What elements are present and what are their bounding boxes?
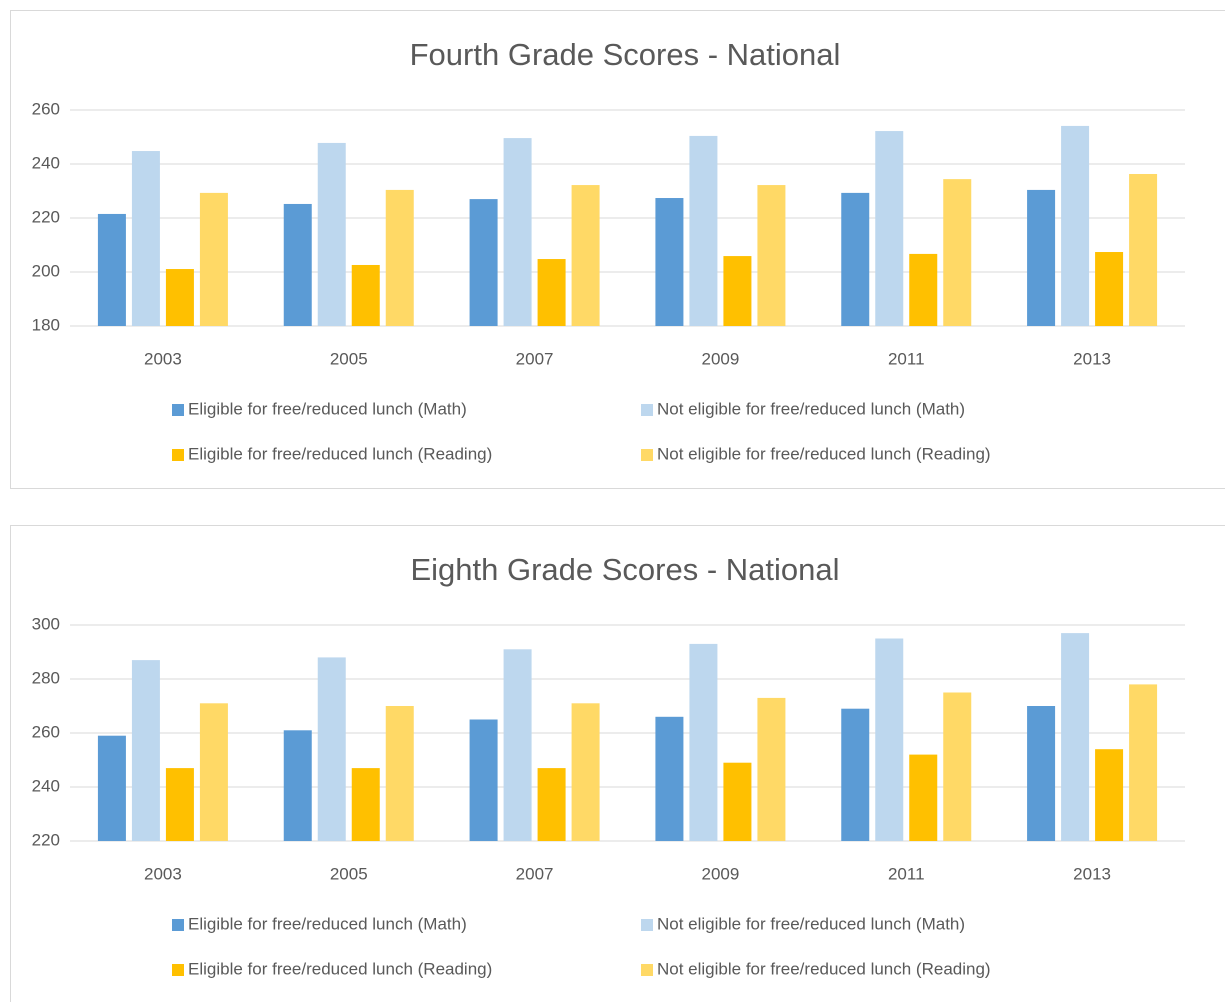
bar	[537, 768, 566, 841]
legend-swatch	[641, 919, 653, 931]
bar	[283, 730, 312, 841]
legend-label: Not eligible for free/reduced lunch (Mat…	[657, 914, 965, 933]
bar	[131, 151, 160, 326]
bar	[1095, 252, 1124, 326]
legend-label: Not eligible for free/reduced lunch (Rea…	[657, 444, 991, 463]
bar	[757, 185, 786, 326]
bar	[909, 253, 938, 326]
legend-swatch	[172, 404, 184, 416]
bar	[841, 708, 870, 841]
bar	[655, 716, 684, 841]
legend-label: Eligible for free/reduced lunch (Math)	[188, 914, 467, 933]
bar	[909, 754, 938, 841]
x-tick-label: 2003	[144, 864, 182, 883]
legend-label: Eligible for free/reduced lunch (Math)	[188, 399, 467, 418]
bar	[385, 706, 414, 841]
bar	[1061, 125, 1090, 327]
bar	[723, 256, 752, 326]
x-tick-label: 2005	[330, 864, 368, 883]
y-tick-label: 260	[32, 99, 60, 118]
bar	[1027, 706, 1056, 841]
bar	[469, 199, 498, 326]
bar	[165, 768, 194, 841]
bar	[689, 643, 718, 841]
y-tick-label: 200	[32, 261, 60, 280]
legend-swatch	[172, 964, 184, 976]
bar	[875, 131, 904, 326]
bar	[757, 697, 786, 841]
legend-swatch	[641, 964, 653, 976]
x-tick-label: 2007	[516, 349, 554, 368]
bar	[1061, 633, 1090, 841]
bar	[165, 269, 194, 326]
bar	[351, 768, 380, 841]
legend-swatch	[641, 449, 653, 461]
x-tick-label: 2013	[1073, 864, 1111, 883]
bar	[199, 192, 228, 326]
bar	[841, 192, 870, 326]
bar	[689, 135, 718, 326]
bar	[469, 719, 498, 841]
y-tick-label: 280	[32, 668, 60, 687]
y-tick-label: 260	[32, 722, 60, 741]
bar	[97, 735, 126, 841]
bar	[317, 657, 346, 841]
y-tick-label: 220	[32, 830, 60, 849]
legend-swatch	[172, 449, 184, 461]
x-tick-label: 2011	[888, 864, 925, 883]
chart-title: Eighth Grade Scores - National	[410, 552, 839, 587]
bar	[503, 138, 532, 326]
x-tick-label: 2009	[702, 864, 740, 883]
bar	[875, 638, 904, 841]
bar	[1095, 749, 1124, 841]
bar	[655, 198, 684, 326]
legend-label: Not eligible for free/reduced lunch (Mat…	[657, 399, 965, 418]
x-tick-label: 2009	[702, 349, 740, 368]
bar	[351, 264, 380, 326]
x-tick-label: 2011	[888, 349, 925, 368]
legend-label: Eligible for free/reduced lunch (Reading…	[188, 959, 492, 978]
bar	[943, 692, 972, 841]
legend-swatch	[641, 404, 653, 416]
bar	[317, 142, 346, 326]
x-tick-label: 2005	[330, 349, 368, 368]
legend-label: Not eligible for free/reduced lunch (Rea…	[657, 959, 991, 978]
y-tick-label: 220	[32, 207, 60, 226]
x-tick-label: 2013	[1073, 349, 1111, 368]
y-tick-label: 240	[32, 776, 60, 795]
bar	[943, 179, 972, 326]
bar	[97, 213, 126, 326]
x-tick-label: 2003	[144, 349, 182, 368]
chart: Fourth Grade Scores - National 180 200 220 2…	[10, 10, 1225, 489]
legend-swatch	[172, 919, 184, 931]
x-tick-label: 2007	[516, 864, 554, 883]
bar	[1129, 684, 1158, 841]
y-tick-label: 300	[32, 614, 60, 633]
bar	[283, 203, 312, 326]
bar	[571, 185, 600, 326]
bar	[571, 703, 600, 841]
bar	[1129, 173, 1158, 326]
bar	[537, 259, 566, 326]
legend-label: Eligible for free/reduced lunch (Reading…	[188, 444, 492, 463]
y-tick-label: 180	[32, 315, 60, 334]
chart-title: Fourth Grade Scores - National	[410, 37, 841, 72]
bar	[503, 649, 532, 841]
bar	[385, 189, 414, 326]
bar	[131, 660, 160, 841]
bar	[1027, 189, 1056, 326]
y-tick-label: 240	[32, 153, 60, 172]
bar	[199, 703, 228, 841]
bar	[723, 762, 752, 841]
chart: Eighth Grade Scores - National 220 240 260 2…	[10, 525, 1225, 1002]
